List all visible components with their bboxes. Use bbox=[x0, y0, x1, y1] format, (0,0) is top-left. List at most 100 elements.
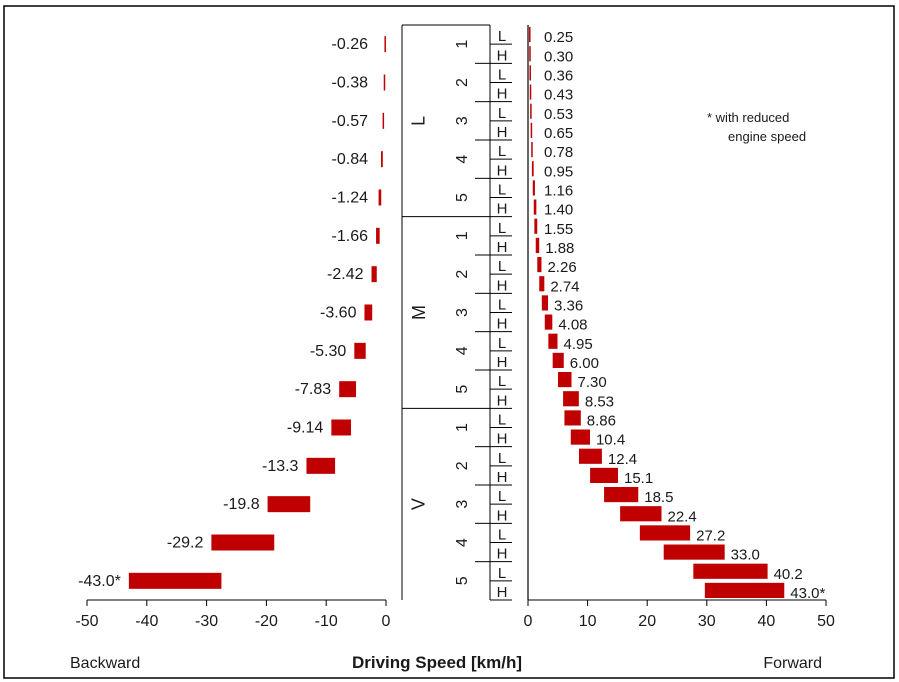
backward-bar bbox=[331, 419, 352, 436]
split-label-l: L bbox=[498, 488, 506, 505]
forward-bar bbox=[530, 122, 533, 138]
backward-data-label: -2.42 bbox=[327, 266, 364, 283]
forward-tick-label: 10 bbox=[579, 613, 597, 630]
backward-data-label: -0.38 bbox=[332, 75, 369, 92]
chart-border bbox=[3, 5, 895, 679]
split-label-l: L bbox=[498, 182, 506, 199]
forward-data-label: 15.1 bbox=[624, 470, 653, 487]
backward-data-label: -0.84 bbox=[332, 151, 369, 168]
forward-data-label: 8.53 bbox=[585, 393, 614, 410]
split-label-l: L bbox=[498, 28, 506, 45]
forward-data-label: 0.95 bbox=[544, 163, 573, 180]
split-label-l: L bbox=[498, 565, 506, 582]
backward-data-label: -0.57 bbox=[332, 113, 369, 130]
forward-bar bbox=[639, 525, 691, 541]
backward-bar bbox=[354, 342, 366, 359]
split-label-h: H bbox=[497, 584, 508, 601]
note-line-1: * with reduced bbox=[707, 110, 789, 125]
split-label-l: L bbox=[498, 373, 506, 390]
backward-bar bbox=[384, 36, 386, 53]
forward-bar bbox=[604, 487, 639, 503]
forward-data-label: 43.0* bbox=[790, 585, 825, 602]
split-label-l: L bbox=[498, 450, 506, 467]
forward-bar bbox=[535, 237, 540, 253]
forward-bar bbox=[539, 276, 545, 292]
backward-data-label: -13.3 bbox=[262, 458, 299, 475]
forward-data-label: 40.2 bbox=[774, 566, 803, 583]
forward-data-label: 22.4 bbox=[668, 508, 697, 525]
gear-label: 2 bbox=[454, 78, 471, 87]
backward-bar bbox=[267, 496, 311, 513]
forward-bar bbox=[530, 103, 532, 119]
split-label-h: H bbox=[497, 86, 508, 103]
forward-data-label: 12.4 bbox=[608, 451, 637, 468]
forward-data-label: 6.00 bbox=[570, 355, 599, 372]
gear-label: 1 bbox=[454, 40, 471, 49]
gear-label: 2 bbox=[454, 270, 471, 279]
gear-label: 1 bbox=[454, 423, 471, 432]
forward-data-label: 8.86 bbox=[587, 413, 616, 430]
forward-bar bbox=[531, 142, 533, 158]
forward-bar bbox=[529, 27, 531, 43]
forward-bar bbox=[570, 429, 590, 445]
forward-bar bbox=[529, 46, 531, 62]
forward-bar bbox=[563, 391, 579, 407]
forward-data-label: 0.43 bbox=[544, 87, 573, 104]
forward-tick-label: 20 bbox=[638, 613, 656, 630]
backward-bar bbox=[339, 381, 357, 398]
backward-bar bbox=[376, 227, 380, 244]
range-label: V bbox=[409, 498, 429, 510]
split-label-l: L bbox=[498, 412, 506, 429]
split-label-h: H bbox=[497, 162, 508, 179]
gear-label: 5 bbox=[454, 576, 471, 585]
split-label-l: L bbox=[498, 220, 506, 237]
backward-data-label: -0.26 bbox=[332, 36, 369, 53]
backward-label: Backward bbox=[70, 655, 140, 672]
split-label-l: L bbox=[498, 105, 506, 122]
forward-bar bbox=[531, 161, 534, 177]
forward-data-label: 1.16 bbox=[544, 183, 573, 200]
forward-tick-label: 40 bbox=[758, 613, 776, 630]
forward-data-label: 1.40 bbox=[544, 202, 573, 219]
gear-label: 2 bbox=[454, 461, 471, 470]
backward-panel: -50 -40 -30 -20 -10 0 -0.26 -0.38 -0.57 -0.84 -1.2… bbox=[75, 36, 391, 630]
split-label-h: H bbox=[497, 316, 508, 333]
backward-bar bbox=[306, 457, 336, 474]
forward-bar bbox=[578, 448, 602, 464]
split-label-h: H bbox=[497, 431, 508, 448]
backward-data-label: -3.60 bbox=[320, 305, 357, 322]
forward-bar bbox=[704, 582, 785, 598]
gear-label: 4 bbox=[454, 538, 471, 547]
forward-data-label: 27.2 bbox=[696, 528, 725, 545]
forward-tick-label: 30 bbox=[698, 613, 716, 630]
gear-label: 5 bbox=[454, 385, 471, 394]
forward-data-label: 4.08 bbox=[558, 317, 587, 334]
backward-data-label: -1.24 bbox=[332, 190, 369, 207]
split-label-l: L bbox=[498, 67, 506, 84]
backward-bar bbox=[371, 266, 377, 283]
forward-panel: 0 10 20 30 40 50 0.25 0.30 0.36 0.43 0.53 0.65 0.78 0… bbox=[524, 25, 835, 630]
forward-bar bbox=[533, 199, 537, 215]
backward-tick-label: -30 bbox=[195, 613, 218, 630]
forward-bar bbox=[529, 65, 531, 81]
forward-bar bbox=[564, 410, 581, 426]
forward-bar bbox=[548, 333, 558, 349]
forward-bar bbox=[590, 467, 618, 483]
gear-label: 5 bbox=[454, 193, 471, 202]
backward-data-label: -9.14 bbox=[287, 420, 324, 437]
split-label-h: H bbox=[497, 124, 508, 141]
backward-tick-label: -50 bbox=[75, 613, 98, 630]
backward-tick-label: -40 bbox=[135, 613, 158, 630]
split-label-h: H bbox=[497, 546, 508, 563]
forward-bar bbox=[552, 352, 564, 368]
backward-data-label: -1.66 bbox=[332, 228, 369, 245]
split-label-h: H bbox=[497, 277, 508, 294]
forward-data-label: 33.0 bbox=[731, 547, 760, 564]
backward-data-label: -29.2 bbox=[167, 535, 204, 552]
split-label-l: L bbox=[498, 527, 506, 544]
gear-label: 3 bbox=[454, 308, 471, 317]
split-label-h: H bbox=[497, 469, 508, 486]
forward-bar bbox=[529, 84, 532, 100]
